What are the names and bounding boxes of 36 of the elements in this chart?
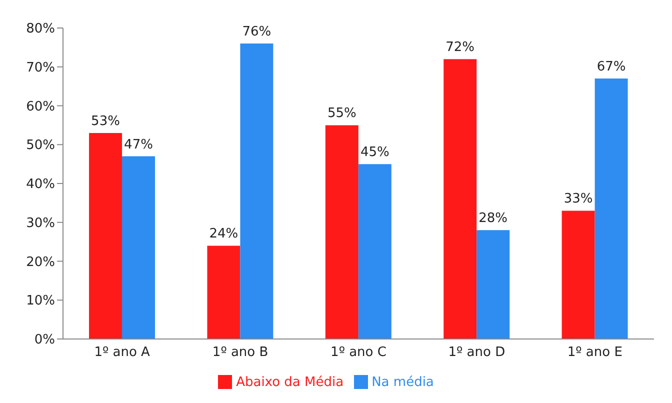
legend-label: Abaixo da Média — [236, 375, 344, 390]
y-tick-label: 20% — [26, 254, 55, 270]
data-label: 53% — [91, 114, 120, 129]
y-tick-label: 30% — [26, 216, 55, 231]
data-label: 55% — [327, 106, 356, 122]
bar — [562, 210, 595, 339]
x-tick-label: 1º ano B — [212, 345, 268, 360]
data-label: 45% — [360, 145, 390, 160]
x-tick-label: 1º ano C — [330, 345, 386, 360]
y-tick-label: 60% — [26, 99, 55, 114]
y-tick-label: 40% — [26, 177, 55, 192]
data-label: 24% — [209, 226, 238, 242]
x-tick-label: 1º ano D — [448, 345, 506, 360]
y-tick-label: 10% — [26, 294, 55, 309]
data-label: 28% — [478, 211, 508, 226]
y-tick-label: 80% — [26, 22, 55, 37]
data-label: 76% — [242, 24, 272, 40]
bar — [89, 132, 122, 339]
data-label: 33% — [564, 192, 593, 207]
data-label: 67% — [596, 60, 626, 75]
bar — [358, 164, 392, 339]
y-tick-label: 0% — [34, 332, 55, 348]
bar — [207, 246, 240, 339]
bar — [476, 230, 510, 339]
bar — [240, 44, 274, 339]
y-tick-label: 70% — [26, 60, 55, 76]
bar — [594, 78, 628, 339]
bar — [444, 59, 477, 339]
y-tick-label: 50% — [26, 138, 55, 154]
x-tick-label: 1º ano A — [94, 345, 150, 360]
bar — [122, 156, 156, 339]
x-tick-label: 1º ano E — [567, 345, 622, 360]
legend-label: Na média — [372, 375, 434, 390]
data-label: 72% — [446, 40, 475, 56]
bar — [325, 125, 358, 339]
data-label: 47% — [124, 137, 153, 152]
